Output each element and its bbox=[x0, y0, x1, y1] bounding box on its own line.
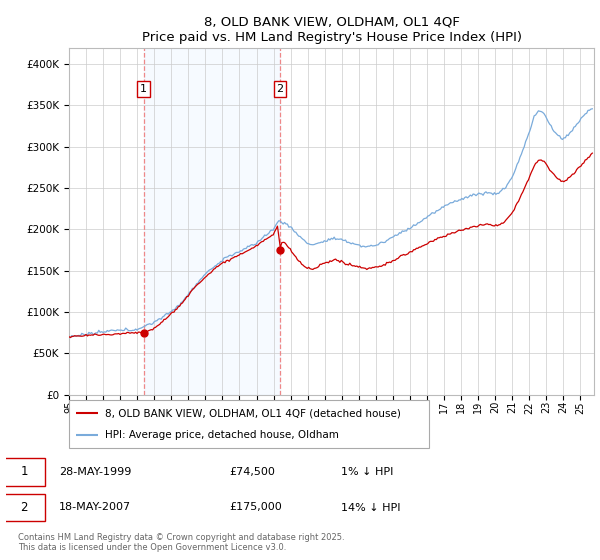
Text: 1: 1 bbox=[140, 84, 147, 94]
Text: £175,000: £175,000 bbox=[229, 502, 282, 512]
Text: 1: 1 bbox=[20, 465, 28, 478]
Text: 1% ↓ HPI: 1% ↓ HPI bbox=[341, 467, 394, 477]
Text: 18-MAY-2007: 18-MAY-2007 bbox=[59, 502, 131, 512]
Text: 28-MAY-1999: 28-MAY-1999 bbox=[59, 467, 131, 477]
FancyBboxPatch shape bbox=[3, 458, 46, 486]
Text: 14% ↓ HPI: 14% ↓ HPI bbox=[341, 502, 401, 512]
Bar bbox=[143, 48, 280, 395]
Text: £74,500: £74,500 bbox=[229, 467, 275, 477]
Text: Contains HM Land Registry data © Crown copyright and database right 2025.
This d: Contains HM Land Registry data © Crown c… bbox=[18, 533, 344, 552]
FancyBboxPatch shape bbox=[3, 494, 46, 521]
Text: 2: 2 bbox=[277, 84, 284, 94]
FancyBboxPatch shape bbox=[69, 400, 429, 448]
Title: 8, OLD BANK VIEW, OLDHAM, OL1 4QF
Price paid vs. HM Land Registry's House Price : 8, OLD BANK VIEW, OLDHAM, OL1 4QF Price … bbox=[142, 16, 521, 44]
Text: HPI: Average price, detached house, Oldham: HPI: Average price, detached house, Oldh… bbox=[105, 430, 339, 440]
Text: 2: 2 bbox=[20, 501, 28, 514]
Text: 8, OLD BANK VIEW, OLDHAM, OL1 4QF (detached house): 8, OLD BANK VIEW, OLDHAM, OL1 4QF (detac… bbox=[105, 408, 401, 418]
